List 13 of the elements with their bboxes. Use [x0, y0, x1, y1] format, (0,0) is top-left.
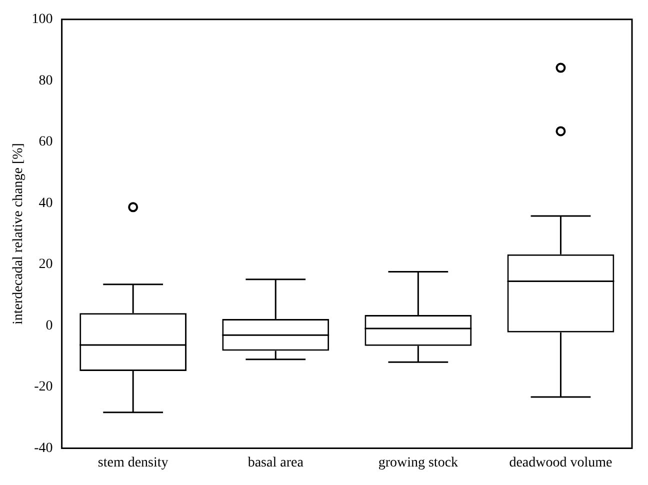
x-tick-label: basal area	[248, 455, 304, 470]
y-tick-label: 40	[38, 196, 53, 211]
y-tick-label: -20	[34, 380, 53, 395]
y-tick-label: 0	[46, 318, 53, 334]
y-tick-label: 60	[38, 134, 53, 150]
x-tick-label: deadwood volume	[509, 455, 612, 470]
y-tick-label: 20	[38, 257, 53, 272]
y-tick-label: -40	[34, 440, 53, 456]
y-tick-label: 80	[38, 73, 53, 88]
x-tick-label: growing stock	[378, 455, 458, 470]
y-axis-title: interdecadal relative change [%]	[11, 143, 26, 325]
y-tick-label: 100	[32, 12, 53, 28]
x-tick-label: stem density	[98, 455, 168, 470]
